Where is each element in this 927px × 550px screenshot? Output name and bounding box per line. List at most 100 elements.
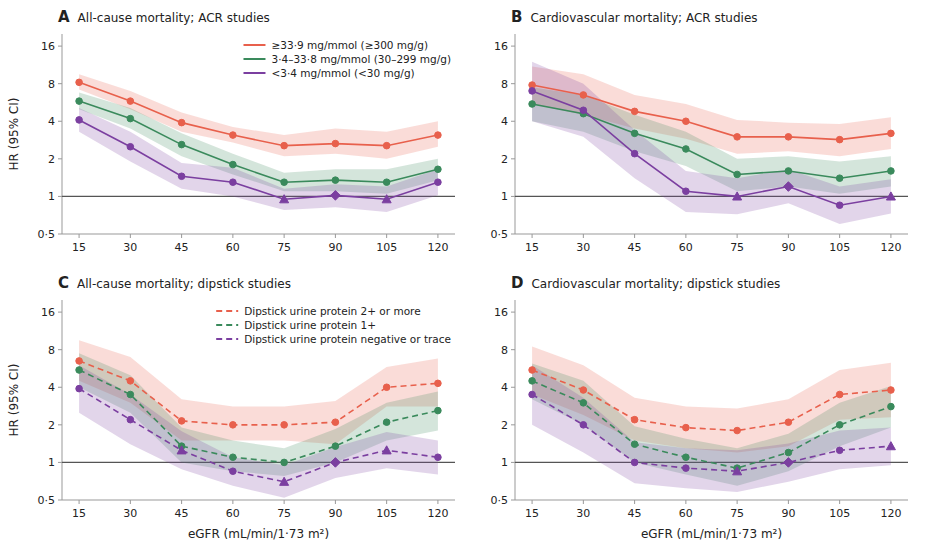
series-line xyxy=(79,389,438,482)
x-tick xyxy=(284,500,285,504)
x-tick-label: 105 xyxy=(829,241,850,254)
x-tick-label: 45 xyxy=(628,241,642,254)
x-tick xyxy=(79,234,80,238)
x-tick xyxy=(79,500,80,504)
series-line xyxy=(532,381,891,468)
point xyxy=(683,118,690,125)
x-tick-label: 90 xyxy=(328,241,342,254)
x-axis xyxy=(515,500,908,501)
y-tick-label: 1 xyxy=(501,456,508,469)
point xyxy=(529,378,536,385)
plot-area xyxy=(515,62,908,224)
point xyxy=(631,108,638,115)
x-tick-label: 45 xyxy=(628,507,642,520)
x-tick xyxy=(130,500,131,504)
y-tick-label: 4 xyxy=(48,115,55,128)
legend: Dipstick urine protein 2+ or moreDipstic… xyxy=(216,305,451,345)
x-tick-label: 60 xyxy=(226,241,240,254)
series-line xyxy=(532,104,891,178)
point xyxy=(435,166,442,173)
point xyxy=(230,161,237,168)
point xyxy=(529,88,536,95)
x-tick-label: 120 xyxy=(427,241,448,254)
ci-band xyxy=(79,74,438,158)
point xyxy=(76,358,83,365)
series-line xyxy=(79,361,438,425)
x-tick xyxy=(788,234,789,238)
x-tick-label: 15 xyxy=(525,507,539,520)
point xyxy=(683,188,690,195)
point xyxy=(178,173,185,180)
y-tick-label: 2 xyxy=(501,153,508,166)
plot-area xyxy=(62,340,455,498)
x-tick-label: 15 xyxy=(525,241,539,254)
y-tick xyxy=(58,83,62,84)
y-tick xyxy=(511,312,515,313)
x-axis xyxy=(62,234,455,235)
x-tick xyxy=(685,500,686,504)
y-tick xyxy=(511,349,515,350)
y-tick-label: 0·5 xyxy=(491,494,509,507)
point xyxy=(683,454,690,461)
point xyxy=(332,419,339,426)
x-tick xyxy=(335,234,336,238)
point xyxy=(382,195,391,203)
point xyxy=(683,424,690,431)
y-tick xyxy=(511,424,515,425)
x-tick-label: 15 xyxy=(72,241,86,254)
point xyxy=(631,441,638,448)
x-tick xyxy=(181,500,182,504)
panel: 0·5124816153045607590105120eGFR (mL/min/… xyxy=(491,274,909,541)
y-axis-label: HR (95% CI) xyxy=(7,98,21,171)
legend-label: ≥33·9 mg/mmol (≥300 mg/g) xyxy=(271,39,428,51)
x-tick xyxy=(335,500,336,504)
point xyxy=(230,422,237,429)
legend-swatch xyxy=(243,58,265,60)
x-tick-label: 120 xyxy=(880,241,901,254)
y-tick-label: 16 xyxy=(494,40,508,53)
y-tick xyxy=(58,312,62,313)
y-axis-label: HR (95% CI) xyxy=(7,364,21,437)
series-line xyxy=(79,370,438,462)
point xyxy=(734,171,741,178)
point xyxy=(435,179,442,186)
point xyxy=(784,458,794,468)
y-tick-label: 8 xyxy=(48,344,55,357)
legend-label: Dipstick urine protein negative or trace xyxy=(244,333,451,345)
point xyxy=(76,98,83,105)
y-tick-label: 4 xyxy=(501,115,508,128)
x-tick-label: 120 xyxy=(880,507,901,520)
point xyxy=(230,179,237,186)
x-tick-label: 105 xyxy=(829,507,850,520)
point xyxy=(733,192,742,200)
point xyxy=(580,400,587,407)
series-line xyxy=(532,91,891,205)
figure: 0·5124816153045607590105120HR (95% CI)AA… xyxy=(0,0,927,550)
point xyxy=(332,140,339,147)
x-tick xyxy=(232,234,233,238)
x-tick-label: 75 xyxy=(277,507,291,520)
ci-band xyxy=(532,365,891,492)
y-tick-label: 0·5 xyxy=(38,228,56,241)
point xyxy=(332,443,339,450)
y-tick-label: 0·5 xyxy=(38,494,56,507)
point xyxy=(836,202,843,209)
x-tick xyxy=(232,500,233,504)
panel-label: C xyxy=(58,274,69,292)
panel: 0·5124816153045607590105120BCardiovascul… xyxy=(491,8,909,254)
point xyxy=(580,422,587,429)
y-tick xyxy=(58,387,62,388)
panel: 0·5124816153045607590105120HR (95% CI)eG… xyxy=(7,274,455,541)
point xyxy=(383,179,390,186)
point xyxy=(230,454,237,461)
y-axis xyxy=(62,34,63,234)
point xyxy=(888,168,895,175)
point xyxy=(836,136,843,143)
x-axis-label: eGFR (mL/min/1·73 m²) xyxy=(641,527,782,541)
x-tick-label: 60 xyxy=(679,507,693,520)
point xyxy=(382,446,391,454)
series-line xyxy=(532,370,891,431)
point xyxy=(76,117,83,124)
legend-swatch xyxy=(216,338,238,340)
x-tick xyxy=(181,234,182,238)
